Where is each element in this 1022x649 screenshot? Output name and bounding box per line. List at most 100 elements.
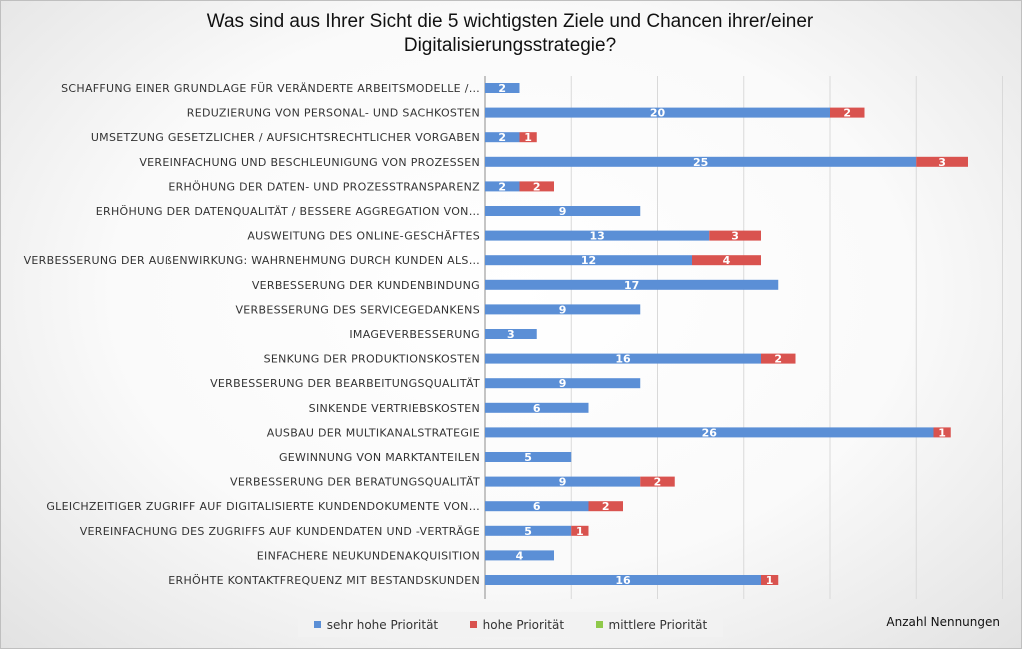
category-label: VEREINFACHUNG DES ZUGRIFFS AUF KUNDENDAT… [80,525,480,538]
data-label: 4 [516,549,524,562]
category-label: SINKENDE VERTRIEBSKOSTEN [309,402,480,415]
category-label: GEWINNUNG VON MARKTANTEILEN [279,451,480,464]
legend-swatch-series-1 [313,621,321,628]
bar-series-1 [485,575,761,585]
bar-series-1 [485,501,589,512]
data-label: 9 [559,377,567,390]
bar-series-2 [571,525,589,536]
data-label: 13 [589,230,604,243]
category-label: ERHÖHTE KONTAKTFREQUENZ MIT BESTANDSKUND… [168,574,480,587]
chart-title-line-2: Digitalisierungsstrategie? [403,35,617,56]
bar-series-2 [519,132,537,143]
legend-label-series-1: sehr hohe Priorität [326,617,439,632]
category-label: VERBESSERUNG DES SERVICEGEDANKENS [235,303,480,316]
bar-series-1 [485,230,710,241]
data-label: 2 [654,476,662,489]
data-label: 2 [774,353,782,366]
data-label: 2 [602,500,610,513]
data-label: 3 [507,328,515,341]
bar-series-1 [485,476,641,487]
legend-item-series-1: sehr hohe Priorität [313,617,439,632]
data-label: 3 [938,156,946,169]
bar-series-1 [485,353,761,364]
bar-series-1 [485,402,589,413]
data-label: 6 [533,402,541,415]
bar-series-1 [485,181,520,192]
bar-series-1 [485,279,779,290]
data-label: 16 [615,574,631,587]
bar-series-2 [640,476,675,487]
bar-series-2 [933,427,951,438]
category-label: ERHÖHUNG DER DATENQUALITÄT / BESSERE AGG… [96,205,480,218]
data-label: 1 [576,525,584,538]
bar-series-1 [485,427,934,438]
data-label: 26 [702,426,718,439]
data-label: 9 [559,303,567,316]
data-label: 2 [533,180,541,193]
data-label: 9 [559,476,567,489]
legend: sehr hohe Priorität hohe Priorität mittl… [298,612,723,637]
category-label: AUSWEITUNG DES ONLINE-GESCHÄFTES [247,230,480,243]
data-label: 1 [938,426,946,439]
bar-series-1 [485,156,917,167]
legend-label-series-2: hohe Priorität [482,617,565,632]
data-label: 5 [524,451,532,464]
category-label: VERBESSERUNG DER KUNDENBINDUNG [252,279,480,292]
bar-series-2 [692,255,761,266]
data-label: 2 [498,82,506,95]
bar-series-1 [485,525,572,536]
bar-series-2 [588,501,623,512]
bar-series-1 [485,550,554,561]
category-label: AUSBAU DER MULTIKANALSTRATEGIE [267,426,480,439]
category-label: VEREINFACHUNG UND BESCHLEUNIGUNG VON PRO… [139,156,480,169]
bar-series-2 [761,575,779,585]
legend-swatch-series-3 [595,621,603,628]
data-label: 9 [559,205,567,218]
data-label: 5 [524,525,532,538]
bar-series-1 [485,83,520,93]
data-label: 6 [533,500,541,513]
bar-series-1 [485,452,572,462]
data-label: 17 [624,279,639,292]
category-label: REDUZIERUNG VON PERSONAL- UND SACHKOSTEN [187,107,480,120]
bar-series-1 [485,132,520,143]
chart-title-line-1: Was sind aus Ihrer Sicht die 5 wichtigst… [206,11,814,32]
chart-title: Was sind aus Ihrer Sicht die 5 wichtigst… [150,10,870,58]
legend-label-series-3: mittlere Priorität [608,617,708,632]
bar-series-1 [485,255,692,266]
category-label: VERBESSERUNG DER AUßENWIRKUNG: WAHRNEHMU… [24,254,480,267]
data-label: 4 [723,254,731,267]
data-label: 25 [693,156,708,169]
category-labels: SCHAFFUNG EINER GRUNDLAGE FÜR VERÄNDERTE… [24,82,480,587]
category-label: IMAGEVERBESSERUNG [349,328,480,341]
category-label: ERHÖHUNG DER DATEN- UND PROZESSTRANSPARE… [168,180,480,193]
data-label: 2 [843,107,851,120]
x-axis-title: Anzahl Nennungen [886,615,1000,629]
bar-series-2 [709,230,761,241]
legend-item-series-3: mittlere Priorität [595,617,708,632]
data-label: 12 [581,254,596,267]
data-label: 3 [731,230,739,243]
data-label: 16 [615,353,631,366]
data-label: 1 [766,574,774,587]
category-label: SCHAFFUNG EINER GRUNDLAGE FÜR VERÄNDERTE… [61,82,480,95]
bar-series-1 [485,206,641,216]
bar-series-1 [485,329,537,339]
category-label: VERBESSERUNG DER BEARBEITUNGSQUALITÄT [210,377,480,390]
data-label: 2 [498,131,506,144]
bar-series-2 [916,156,968,167]
bar-series-2 [830,107,865,118]
legend-swatch-series-2 [469,621,477,628]
data-label: 2 [498,180,506,193]
data-label: 20 [650,107,666,120]
bar-series-2 [761,353,796,364]
category-label: EINFACHERE NEUKUNDENAKQUISITION [257,549,480,562]
category-label: VERBESSERUNG DER BERATUNGSQUALITÄT [230,476,480,489]
category-label: SENKUNG DER PRODUKTIONSKOSTEN [264,353,480,366]
category-label: UMSETZUNG GESETZLICHER / AUFSICHTSRECHTL… [91,131,480,144]
data-label: 1 [524,131,532,144]
bar-series-2 [519,181,554,192]
bar-series-1 [485,304,641,315]
